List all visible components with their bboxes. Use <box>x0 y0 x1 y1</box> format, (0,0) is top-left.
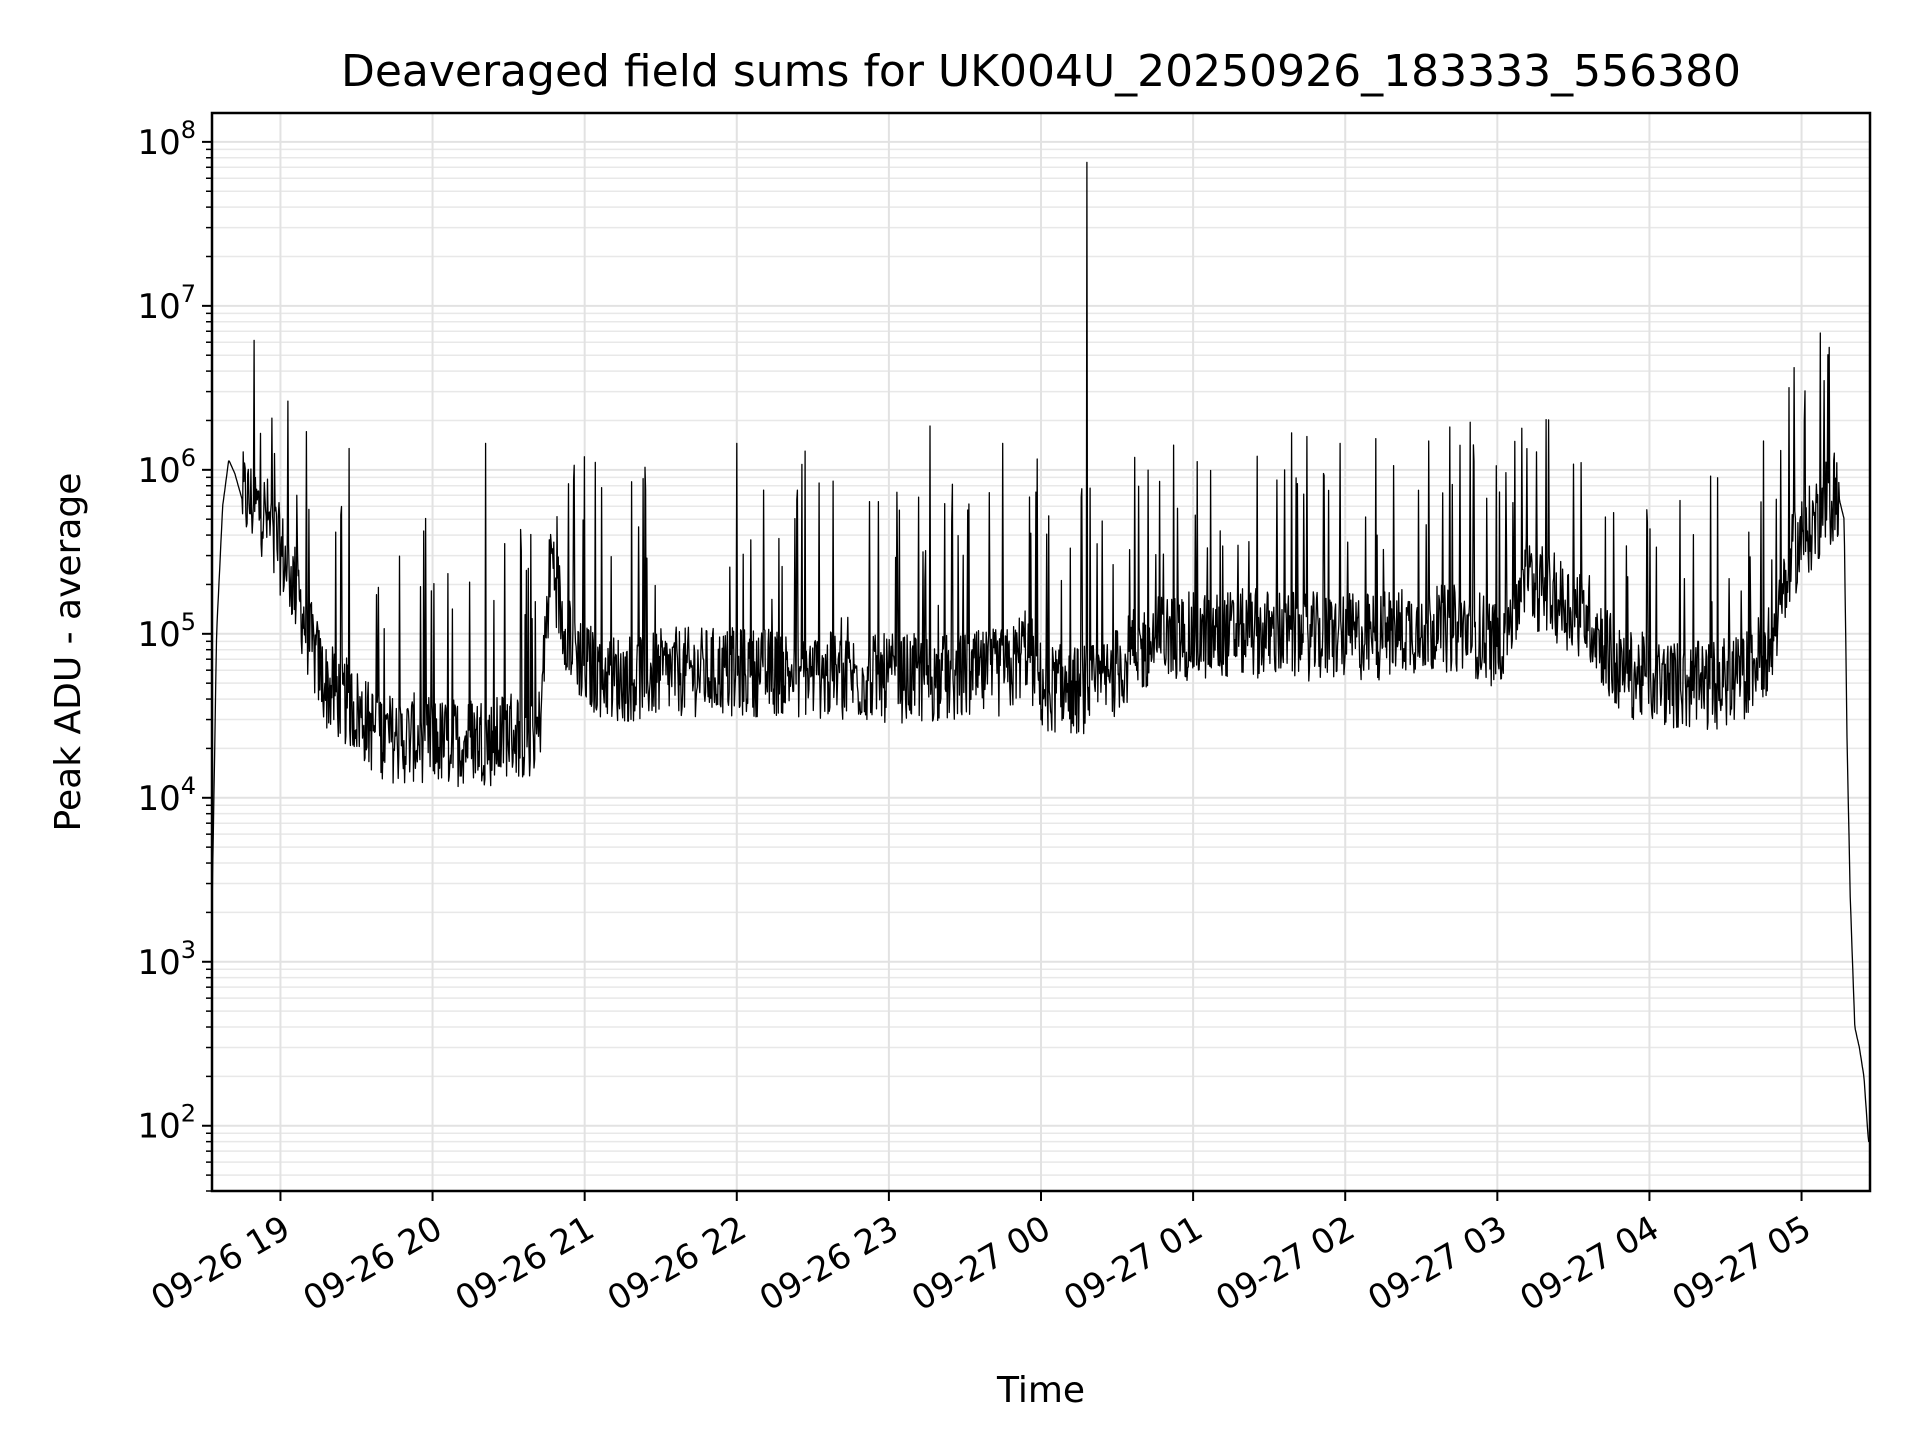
y-tick-label: 105 <box>137 608 196 655</box>
y-axis: 102 103 104 105 106 107 108 <box>137 116 212 1192</box>
series-layer <box>211 161 1871 1143</box>
y-tick-label: 104 <box>137 772 196 819</box>
x-axis-label: Time <box>996 1370 1085 1411</box>
y-tick-label: 108 <box>137 116 196 163</box>
series-line <box>211 161 1871 1143</box>
y-tick-label: 102 <box>137 1100 196 1147</box>
y-tick-label: 106 <box>137 444 196 491</box>
chart-title: Deaveraged field sums for UK004U_2025092… <box>341 46 1741 97</box>
y-tick-label: 107 <box>137 280 196 327</box>
grid <box>212 113 1870 1192</box>
y-tick-label: 103 <box>137 936 196 983</box>
y-axis-label: Peak ADU - average <box>48 473 89 832</box>
